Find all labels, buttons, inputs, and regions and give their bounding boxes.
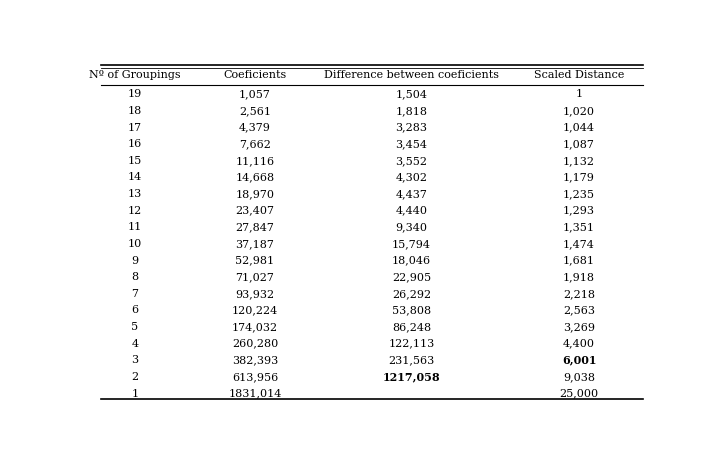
Text: 86,248: 86,248 bbox=[392, 322, 431, 332]
Text: 3: 3 bbox=[131, 355, 138, 365]
Text: 1,179: 1,179 bbox=[563, 173, 595, 183]
Text: 10: 10 bbox=[128, 239, 142, 249]
Text: 4,302: 4,302 bbox=[395, 173, 428, 183]
Text: 1,918: 1,918 bbox=[563, 272, 595, 282]
Text: 6: 6 bbox=[131, 306, 138, 316]
Text: 17: 17 bbox=[128, 123, 142, 133]
Text: 7: 7 bbox=[131, 289, 138, 299]
Text: 1: 1 bbox=[575, 89, 583, 99]
Text: 93,932: 93,932 bbox=[235, 289, 275, 299]
Text: 1,293: 1,293 bbox=[563, 206, 595, 216]
Text: 25,000: 25,000 bbox=[559, 389, 598, 399]
Text: Difference between coeficients: Difference between coeficients bbox=[324, 70, 499, 80]
Text: 122,113: 122,113 bbox=[389, 339, 435, 349]
Text: 3,283: 3,283 bbox=[395, 123, 428, 133]
Text: 19: 19 bbox=[128, 89, 142, 99]
Text: 1,087: 1,087 bbox=[563, 139, 595, 149]
Text: 3,552: 3,552 bbox=[395, 156, 428, 166]
Text: 18,970: 18,970 bbox=[236, 189, 275, 199]
Text: 3,454: 3,454 bbox=[395, 139, 428, 149]
Text: 231,563: 231,563 bbox=[389, 355, 435, 365]
Text: 120,224: 120,224 bbox=[232, 306, 278, 316]
Text: 11,116: 11,116 bbox=[235, 156, 275, 166]
Text: 1: 1 bbox=[131, 389, 138, 399]
Text: 1,235: 1,235 bbox=[563, 189, 595, 199]
Text: 8: 8 bbox=[131, 272, 138, 282]
Text: 174,032: 174,032 bbox=[232, 322, 278, 332]
Text: 53,808: 53,808 bbox=[392, 306, 431, 316]
Text: 71,027: 71,027 bbox=[236, 272, 275, 282]
Text: 26,292: 26,292 bbox=[392, 289, 431, 299]
Text: 4,437: 4,437 bbox=[396, 189, 428, 199]
Text: 1,057: 1,057 bbox=[239, 89, 271, 99]
Text: Scaled Distance: Scaled Distance bbox=[534, 70, 624, 80]
Text: Coeficients: Coeficients bbox=[224, 70, 286, 80]
Text: Nº of Groupings: Nº of Groupings bbox=[89, 70, 181, 80]
Text: 52,981: 52,981 bbox=[235, 256, 275, 266]
Text: 1,681: 1,681 bbox=[563, 256, 595, 266]
Text: 4: 4 bbox=[131, 339, 138, 349]
Text: 1,132: 1,132 bbox=[563, 156, 595, 166]
Text: 14,668: 14,668 bbox=[235, 173, 275, 183]
Text: 15: 15 bbox=[128, 156, 142, 166]
Text: 1,044: 1,044 bbox=[563, 123, 595, 133]
Text: 1,020: 1,020 bbox=[563, 106, 595, 116]
Text: 16: 16 bbox=[128, 139, 142, 149]
Text: 14: 14 bbox=[128, 173, 142, 183]
Text: 13: 13 bbox=[128, 189, 142, 199]
Text: 27,847: 27,847 bbox=[236, 222, 275, 232]
Text: 1217,058: 1217,058 bbox=[383, 371, 441, 382]
Text: 11: 11 bbox=[128, 222, 142, 232]
Text: 2,561: 2,561 bbox=[239, 106, 271, 116]
Text: 4,400: 4,400 bbox=[563, 339, 595, 349]
Text: 2,563: 2,563 bbox=[563, 306, 595, 316]
Text: 18,046: 18,046 bbox=[392, 256, 431, 266]
Text: 4,440: 4,440 bbox=[395, 206, 428, 216]
Text: 9,038: 9,038 bbox=[563, 372, 595, 382]
Text: 7,662: 7,662 bbox=[239, 139, 271, 149]
Text: 22,905: 22,905 bbox=[392, 272, 431, 282]
Text: 1831,014: 1831,014 bbox=[229, 389, 282, 399]
Text: 37,187: 37,187 bbox=[236, 239, 275, 249]
Text: 2,218: 2,218 bbox=[563, 289, 595, 299]
Text: 382,393: 382,393 bbox=[232, 355, 278, 365]
Text: 1,504: 1,504 bbox=[395, 89, 428, 99]
Text: 12: 12 bbox=[128, 206, 142, 216]
Text: 18: 18 bbox=[128, 106, 142, 116]
Text: 9,340: 9,340 bbox=[395, 222, 428, 232]
Text: 23,407: 23,407 bbox=[236, 206, 275, 216]
Text: 1,818: 1,818 bbox=[395, 106, 428, 116]
Text: 5: 5 bbox=[131, 322, 138, 332]
Text: 6,001: 6,001 bbox=[562, 355, 596, 366]
Text: 260,280: 260,280 bbox=[232, 339, 278, 349]
Text: 1,474: 1,474 bbox=[563, 239, 595, 249]
Text: 613,956: 613,956 bbox=[232, 372, 278, 382]
Text: 2: 2 bbox=[131, 372, 138, 382]
Text: 1,351: 1,351 bbox=[563, 222, 595, 232]
Text: 3,269: 3,269 bbox=[563, 322, 595, 332]
Text: 15,794: 15,794 bbox=[392, 239, 431, 249]
Text: 9: 9 bbox=[131, 256, 138, 266]
Text: 4,379: 4,379 bbox=[239, 123, 271, 133]
